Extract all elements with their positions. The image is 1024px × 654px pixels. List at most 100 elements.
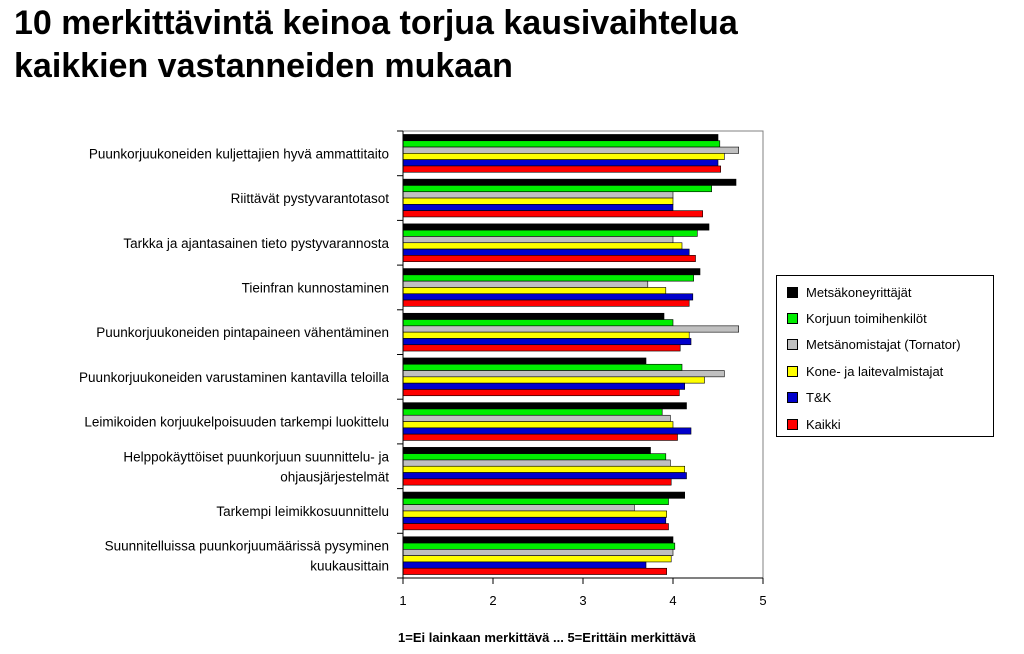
bar-group (402, 536, 676, 575)
bar (402, 319, 674, 327)
chart-legend: Metsäkoneyrittäjät Korjuun toimihenkilöt M… (776, 275, 994, 437)
bar (402, 229, 698, 237)
bar (402, 389, 680, 397)
chart-title: 10 merkittävintä keinoa torjua kausivaih… (14, 2, 738, 88)
bar-group (402, 134, 740, 173)
bar (402, 268, 701, 276)
bar (402, 325, 740, 333)
legend-item: Metsänomistajat (Tornator) (777, 332, 993, 358)
legend-label: Kaikki (806, 416, 841, 432)
x-tick-label: 3 (579, 593, 586, 608)
bar (402, 472, 687, 480)
category-label: Tarkka ja ajantasainen tieto pystyvarann… (123, 236, 389, 251)
chart-title-line-1: 10 merkittävintä keinoa torjua kausivaih… (14, 4, 738, 42)
bar (402, 382, 686, 390)
legend-item: Kone- ja laitevalmistajat (777, 358, 993, 384)
bar (402, 344, 681, 352)
bar (402, 459, 671, 467)
bar (402, 331, 690, 339)
bar-group (402, 491, 686, 531)
bar (402, 408, 663, 416)
legend-item: Korjuun toimihenkilöt (777, 305, 993, 331)
bar (402, 191, 674, 199)
category-label: Tieinfran kunnostaminen (242, 280, 389, 295)
bar (402, 312, 665, 320)
category-label: kuukausittain (310, 559, 389, 574)
x-axis-label: 1=Ei lainkaan merkittävä ... 5=Erittäin … (398, 630, 696, 645)
bar (402, 478, 672, 486)
bar (402, 549, 674, 556)
bar (402, 165, 722, 173)
bar (402, 414, 671, 422)
bar (402, 357, 647, 365)
legend-item: Kaikki (777, 411, 993, 437)
bar (402, 293, 694, 301)
bar (402, 536, 674, 544)
bar (402, 134, 719, 142)
bar (402, 376, 705, 384)
bar (402, 561, 647, 569)
bar (402, 178, 737, 186)
x-tick-label: 1 (399, 593, 406, 608)
bar-group (402, 223, 710, 262)
category-label: Puunkorjuukoneiden pintapaineen vähentäm… (96, 325, 389, 340)
bar (402, 447, 651, 454)
bar (402, 236, 674, 244)
legend-swatch (787, 418, 798, 430)
bar (402, 248, 690, 256)
bar (402, 159, 719, 167)
bar (402, 433, 678, 441)
bar (402, 210, 704, 218)
bar (402, 299, 690, 307)
x-tick-label: 5 (759, 593, 766, 608)
bar (402, 185, 713, 193)
bar-group (402, 447, 687, 486)
legend-label: Kone- ja laitevalmistajat (806, 363, 944, 379)
legend-label: Metsäkoneyrittäjät (806, 284, 912, 300)
bar (402, 223, 710, 231)
bar (402, 274, 695, 282)
legend-label: Korjuun toimihenkilöt (806, 311, 927, 327)
bar (402, 542, 676, 550)
category-label: ohjausjärjestelmät (280, 469, 389, 484)
legend-item: Metsäkoneyrittäjät (777, 279, 993, 305)
category-label: Suunnitelluissa puunkorjuumäärissä pysym… (105, 539, 389, 554)
bar (402, 197, 674, 205)
category-label: Puunkorjuukoneiden kuljettajien hyvä amm… (89, 146, 389, 161)
bar (402, 140, 721, 148)
category-label: Puunkorjuukoneiden varustaminen kantavil… (79, 370, 389, 385)
bar (402, 465, 686, 473)
bar (402, 338, 692, 346)
bar-group (402, 402, 692, 441)
bar (402, 453, 667, 461)
bar (402, 498, 669, 505)
bar-group (402, 268, 701, 307)
bar (402, 280, 649, 288)
bar (402, 370, 725, 378)
bar (402, 146, 740, 154)
legend-swatch (787, 286, 798, 298)
legend-label: T&K (806, 390, 832, 406)
legend-swatch (787, 339, 798, 351)
bar (402, 255, 696, 262)
legend-item: T&K (777, 385, 993, 411)
bar (402, 153, 725, 160)
bar (402, 427, 692, 435)
bar-group (402, 312, 740, 352)
bar (402, 204, 674, 211)
category-label: Riittävät pystyvarantotasot (231, 191, 390, 206)
bar (402, 510, 668, 518)
bar (402, 504, 635, 512)
bar (402, 242, 683, 250)
bar (402, 555, 672, 563)
bar (402, 421, 674, 429)
x-tick-label: 2 (489, 593, 496, 608)
bar (402, 516, 667, 524)
bar (402, 491, 686, 499)
category-label: Helppokäyttöiset puunkorjuun suunnittelu… (123, 449, 389, 464)
bar (402, 402, 687, 410)
legend-swatch (787, 392, 798, 404)
legend-swatch (787, 365, 798, 377)
bar (402, 567, 668, 575)
